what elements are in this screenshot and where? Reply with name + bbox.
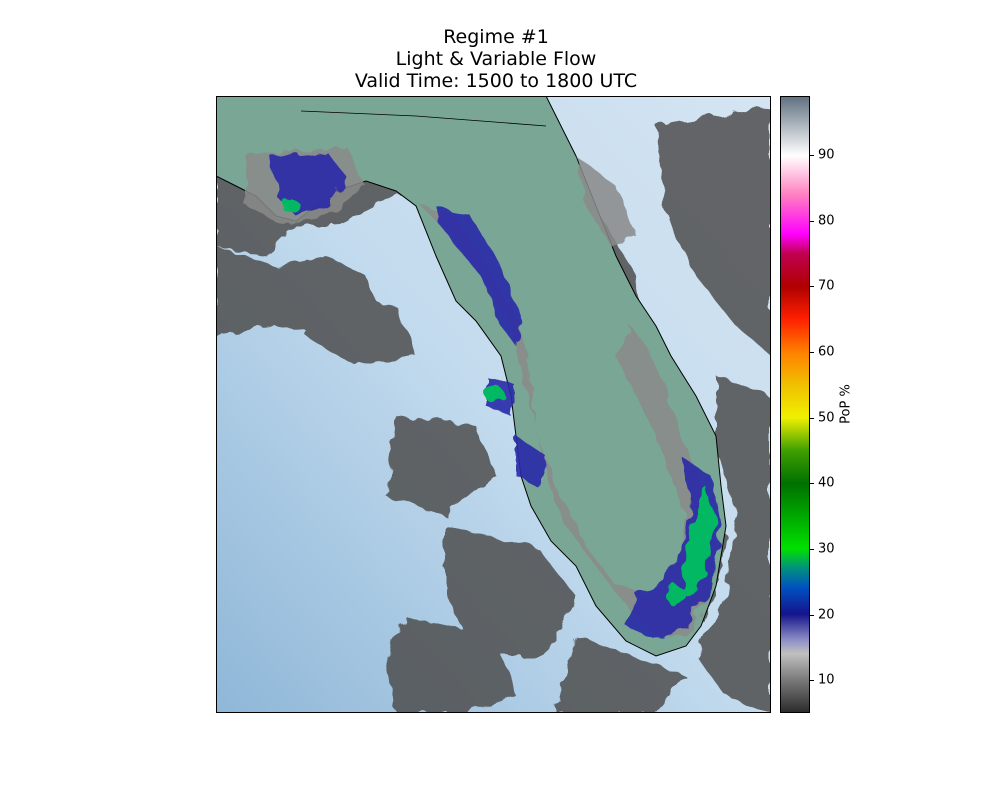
title-valid-time: Valid Time: 1500 to 1800 UTC (354, 70, 638, 92)
colorbar-tick (810, 417, 814, 419)
colorbar-tick-label: 90 (818, 147, 835, 163)
colorbar-tick (810, 286, 814, 288)
figure-title: Regime #1 Light & Variable Flow Valid Ti… (216, 26, 776, 92)
colorbar-tick-label: 40 (818, 475, 835, 491)
colorbar-tick (810, 220, 814, 222)
colorbar-tick-label: 30 (818, 541, 835, 557)
colorbar-tick (810, 548, 814, 550)
colorbar-tick-label: 50 (818, 410, 835, 426)
title-regime: Regime #1 (443, 26, 549, 48)
colorbar-tick-label: 80 (818, 213, 835, 229)
colorbar (780, 96, 810, 713)
colorbar-tick-label: 10 (818, 672, 835, 688)
map-frame (216, 96, 771, 713)
colorbar-tick-label: 70 (818, 278, 835, 294)
state-border (300, 110, 547, 127)
pop-map (216, 96, 771, 713)
colorbar-tick (810, 351, 814, 353)
colorbar-tick (810, 155, 814, 157)
title-flow: Light & Variable Flow (395, 48, 597, 70)
colorbar-tick-label: 20 (818, 607, 835, 623)
high-pop-areas (283, 198, 716, 606)
colorbar-tick (810, 680, 814, 682)
colorbar-gradient (780, 96, 810, 713)
colorbar-tick (810, 614, 814, 616)
colorbar-tick (810, 483, 814, 485)
colorbar-title: PoP % (838, 384, 854, 424)
colorbar-tick-label: 60 (818, 344, 835, 360)
